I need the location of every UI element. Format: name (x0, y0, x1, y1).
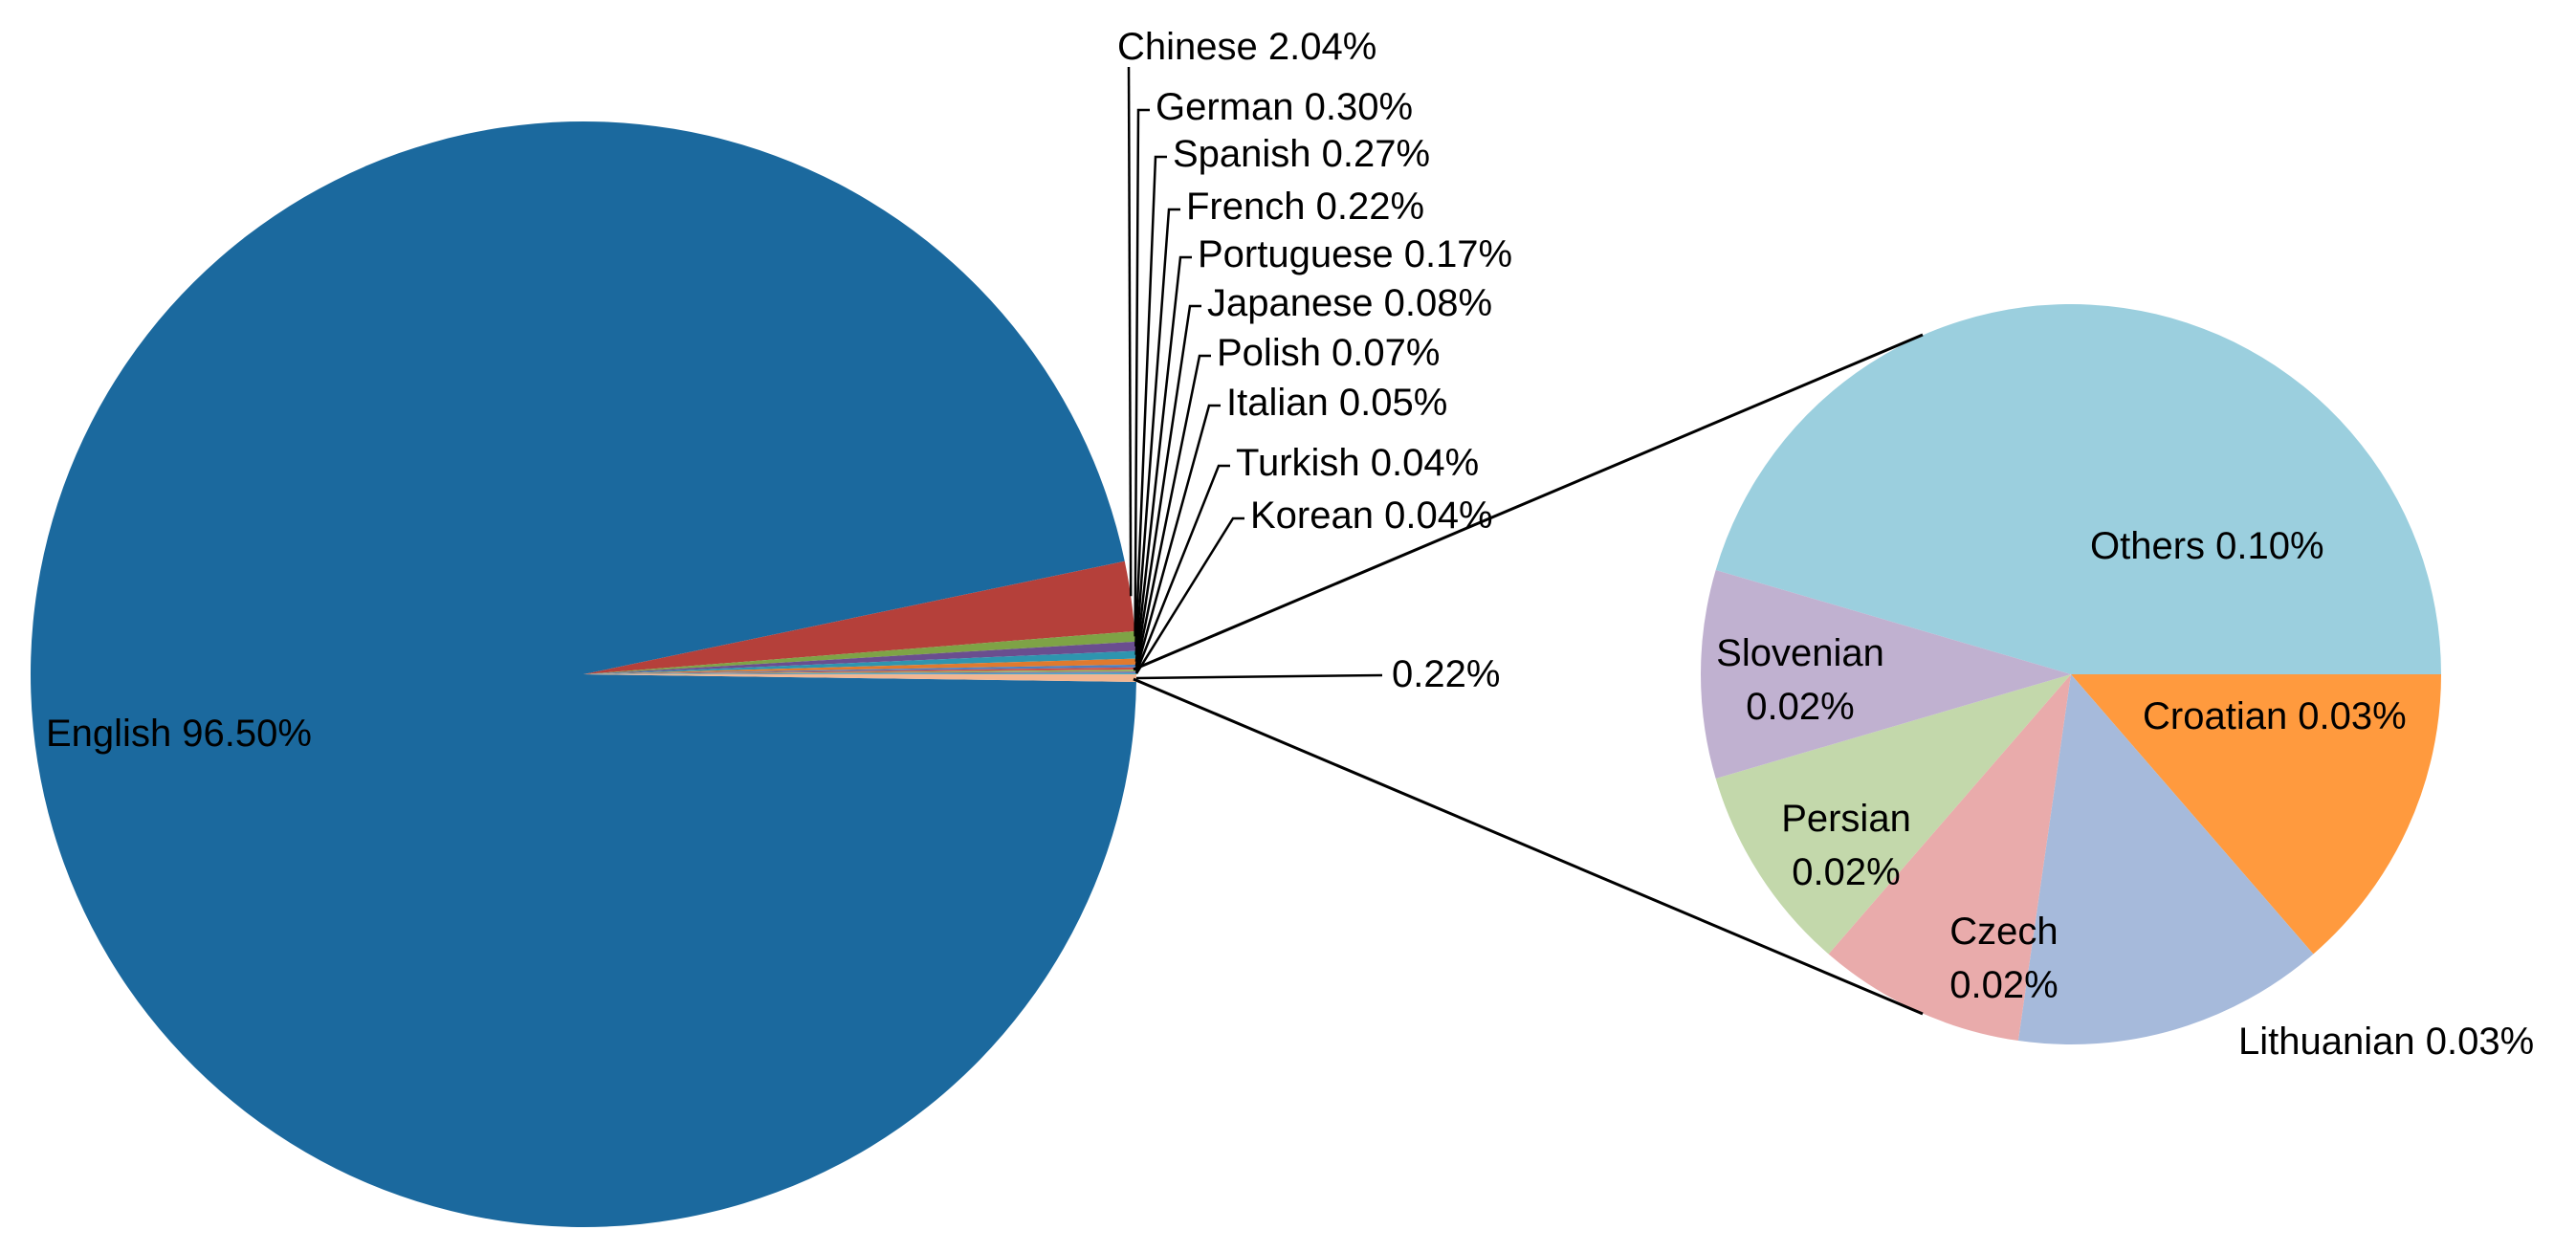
leader-lines (1127, 66, 1383, 680)
secondary-slice-others (1715, 304, 2441, 674)
label-chinese: Chinese 2.04% (1117, 26, 1376, 68)
leader-line-italian (1134, 404, 1221, 671)
label-lithuanian: Lithuanian 0.03% (2238, 1021, 2534, 1063)
main-slice-turkish (583, 671, 1136, 674)
leader-line-other-languages (1135, 673, 1383, 680)
secondary-slice-slovenian (1701, 569, 2071, 780)
main-slice-italian (583, 670, 1136, 674)
main-slice-japanese (583, 664, 1136, 674)
main-slice-spanish (583, 641, 1136, 674)
data-labels: English 96.50% Chinese 2.04% German 0.30% S… (46, 26, 2534, 1063)
leader-line-portuguese (1134, 255, 1192, 662)
leader-line-spanish (1134, 155, 1167, 647)
main-slice-polish (583, 667, 1136, 674)
label-japanese: Japanese 0.08% (1207, 282, 1492, 324)
main-slice-portuguese (583, 658, 1136, 674)
label-slovenian: Slovenian 0.02% (1716, 632, 1884, 728)
main-slice-korean (583, 672, 1137, 674)
leader-line-german (1134, 108, 1150, 637)
label-french: French 0.22% (1186, 186, 1424, 228)
label-persian: Persian 0.02% (1781, 798, 1911, 893)
pie-connector-lines (1133, 333, 1924, 1016)
secondary-slice-persian (1715, 674, 2071, 955)
label-korean: Korean 0.04% (1250, 494, 1493, 537)
leader-line-korean (1134, 516, 1244, 674)
main-slice-french (583, 650, 1136, 674)
label-english: English 96.50% (46, 713, 312, 755)
label-polish: Polish 0.07% (1217, 332, 1440, 374)
secondary-pie (1701, 304, 2441, 1045)
label-spanish: Spanish 0.27% (1173, 133, 1430, 175)
secondary-slice-lithuanian (2017, 674, 2314, 1045)
main-slice-english (30, 121, 1136, 1227)
leader-line-chinese (1127, 66, 1133, 597)
leader-line-japanese (1134, 304, 1201, 667)
main-slice-remainder (583, 674, 1136, 682)
connector-line-bottom (1133, 677, 1924, 1016)
label-turkish: Turkish 0.04% (1236, 442, 1479, 484)
label-italian: Italian 0.05% (1226, 382, 1447, 424)
main-slice-chinese (583, 560, 1135, 674)
label-others: Others 0.10% (2090, 525, 2324, 567)
leader-line-french (1134, 208, 1180, 655)
connector-line-top (1133, 333, 1924, 671)
leader-line-turkish (1134, 464, 1230, 673)
label-german: German 0.30% (1156, 86, 1413, 128)
label-czech: Czech 0.02% (1949, 911, 2058, 1006)
label-other-languages: 0.22% (1392, 653, 1500, 695)
main-slice-german (583, 631, 1135, 674)
secondary-slice-croatian (2071, 674, 2441, 955)
leader-line-polish (1134, 354, 1211, 670)
secondary-slice-czech (1828, 674, 2071, 1042)
main-pie (30, 121, 1137, 1227)
label-croatian: Croatian 0.03% (2143, 695, 2407, 737)
label-portuguese: Portuguese 0.17% (1198, 233, 1512, 275)
